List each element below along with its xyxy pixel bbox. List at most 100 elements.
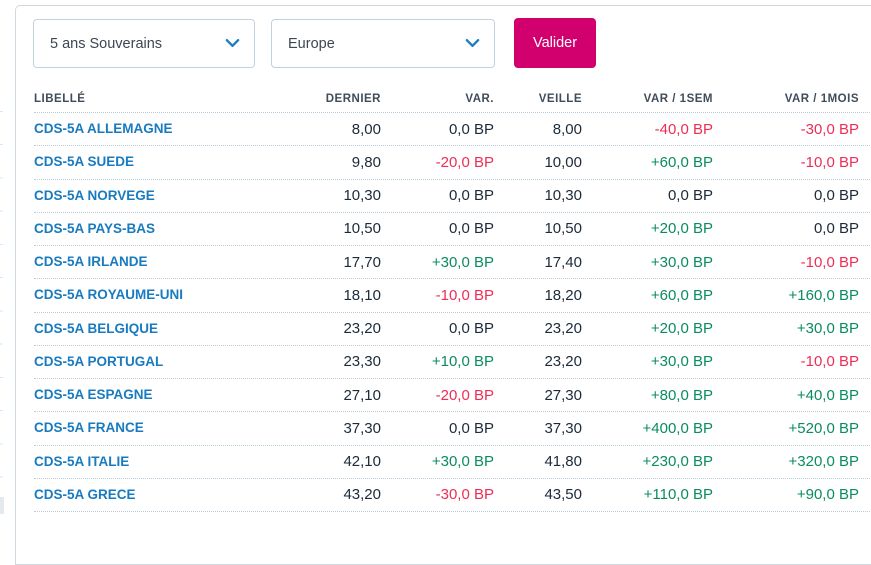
cell-dernier: 43,20 [343,486,381,504]
cell-var: 0,0 BP [448,120,494,138]
cell-dernier: 9,80 [351,153,381,171]
column-header-libelle: LIBELLÉ [34,92,86,105]
column-header-var: VAR. [465,92,494,105]
cell-var-1sem: +60,0 BP [650,286,713,304]
cell-var: -20,0 BP [435,386,494,404]
cell-var-1sem: +80,0 BP [650,386,713,404]
cell-var-1sem: +230,0 BP [642,453,713,471]
cell-veille: 27,30 [544,386,582,404]
cell-var-1mois: +160,0 BP [788,286,859,304]
cell-dernier: 42,10 [343,453,381,471]
instrument-link[interactable]: CDS-5A PORTUGAL [34,353,164,369]
cell-dernier: 10,50 [343,220,381,238]
cell-var-1mois: 0,0 BP [813,220,859,238]
cell-veille: 10,30 [544,187,582,205]
table-row: CDS-5A GRECE 43,20 -30,0 BP 43,50 +110,0… [34,479,871,512]
cell-var-1sem: +400,0 BP [642,419,713,437]
instrument-link[interactable]: CDS-5A ITALIE [34,453,130,469]
cell-var-1mois: +520,0 BP [788,419,859,437]
cell-dernier: 8,00 [351,120,381,138]
table-row: CDS-5A FRANCE 37,30 0,0 BP 37,30 +400,0 … [34,412,871,446]
cell-veille: 23,20 [544,353,582,371]
cell-var-1mois: -10,0 BP [800,253,859,271]
cell-veille: 37,30 [544,419,582,437]
table-body: CDS-5A ALLEMAGNE 8,00 0,0 BP 8,00 -40,0 … [34,113,871,512]
cell-var-1mois: +30,0 BP [796,320,859,338]
table-header-row: LIBELLÉ DERNIER VAR. VEILLE VAR / 1SEM V… [34,85,871,113]
cell-var-1sem: +20,0 BP [650,220,713,238]
table-row: CDS-5A NORVEGE 10,30 0,0 BP 10,30 0,0 BP… [34,180,871,213]
cell-var: 0,0 BP [448,320,494,338]
instrument-link[interactable]: CDS-5A PAYS-BAS [34,220,156,236]
cell-var-1mois: -30,0 BP [800,120,859,138]
cell-veille: 17,40 [544,253,582,271]
cds-table: LIBELLÉ DERNIER VAR. VEILLE VAR / 1SEM V… [34,85,871,512]
table-row: CDS-5A ITALIE 42,10 +30,0 BP 41,80 +230,… [34,446,871,479]
instrument-link[interactable]: CDS-5A IRLANDE [34,254,148,270]
cell-veille: 18,20 [544,286,582,304]
cell-veille: 8,00 [552,120,582,138]
table-row: CDS-5A BELGIQUE 23,20 0,0 BP 23,20 +20,0… [34,313,871,346]
cell-var: 0,0 BP [448,220,494,238]
table-row: CDS-5A PAYS-BAS 10,50 0,0 BP 10,50 +20,0… [34,213,871,246]
instrument-link[interactable]: CDS-5A GRECE [34,486,136,502]
cell-dernier: 10,30 [343,187,381,205]
cell-dernier: 18,10 [343,286,381,304]
table-row: CDS-5A ESPAGNE 27,10 -20,0 BP 27,30 +80,… [34,379,871,413]
cell-var-1sem: +30,0 BP [650,353,713,371]
cds-quotes-panel: 5 ans Souverains Europe Valider LIBELLÉ … [15,5,871,565]
cell-var-1sem: +110,0 BP [643,486,713,504]
instrument-link[interactable]: CDS-5A ALLEMAGNE [34,121,173,137]
instrument-link[interactable]: CDS-5A NORVEGE [34,187,155,203]
cell-var-1sem: -40,0 BP [654,120,713,138]
column-header-var-1sem: VAR / 1SEM [643,92,713,105]
cell-veille: 23,20 [544,320,582,338]
cell-var-1mois: -10,0 BP [800,353,859,371]
region-select[interactable]: Europe [271,19,495,68]
validate-button[interactable]: Valider [514,18,596,68]
instrument-link[interactable]: CDS-5A BELGIQUE [34,320,159,336]
table-row: CDS-5A SUEDE 9,80 -20,0 BP 10,00 +60,0 B… [34,146,871,180]
cell-dernier: 23,20 [343,320,381,338]
region-select-value: Europe [288,35,335,52]
maturity-select-value: 5 ans Souverains [50,35,163,52]
cell-veille: 10,00 [544,153,582,171]
cell-var-1mois: +90,0 BP [796,486,859,504]
cell-var: -30,0 BP [435,486,494,504]
chevron-down-icon [465,35,480,53]
table-row: CDS-5A ROYAUME-UNI 18,10 -10,0 BP 18,20 … [34,279,871,313]
cell-var: -20,0 BP [435,153,494,171]
maturity-select[interactable]: 5 ans Souverains [33,19,255,68]
cell-var-1sem: +30,0 BP [650,253,713,271]
instrument-link[interactable]: CDS-5A FRANCE [34,420,144,436]
instrument-link[interactable]: CDS-5A ESPAGNE [34,387,153,403]
table-row: CDS-5A ALLEMAGNE 8,00 0,0 BP 8,00 -40,0 … [34,113,871,147]
cell-var-1sem: +60,0 BP [650,153,713,171]
chevron-down-icon [225,35,240,53]
column-header-dernier: DERNIER [325,92,381,105]
cell-dernier: 23,30 [343,353,381,371]
table-row: CDS-5A PORTUGAL 23,30 +10,0 BP 23,20 +30… [34,346,871,379]
table-row: CDS-5A IRLANDE 17,70 +30,0 BP 17,40 +30,… [34,246,871,280]
cell-var: 0,0 BP [448,419,494,437]
column-header-var-1mois: VAR / 1MOIS [784,92,859,105]
cell-veille: 43,50 [544,486,582,504]
instrument-link[interactable]: CDS-5A ROYAUME-UNI [34,287,184,303]
cell-var-1sem: 0,0 BP [667,187,713,205]
instrument-link[interactable]: CDS-5A SUEDE [34,154,135,170]
cell-dernier: 17,70 [343,253,381,271]
cell-var: 0,0 BP [448,187,494,205]
cell-var-1mois: +40,0 BP [796,386,859,404]
cell-var-1mois: -10,0 BP [800,153,859,171]
cell-veille: 41,80 [544,453,582,471]
cell-var-1sem: +20,0 BP [650,320,713,338]
cell-var: +30,0 BP [431,453,494,471]
cell-var: +10,0 BP [431,353,494,371]
cell-dernier: 27,10 [343,386,381,404]
cell-var: +30,0 BP [431,253,494,271]
cell-var-1mois: +320,0 BP [788,453,859,471]
cell-dernier: 37,30 [343,419,381,437]
cell-veille: 10,50 [544,220,582,238]
column-header-veille: VEILLE [538,92,582,105]
page-edge-artifact [0,111,3,512]
